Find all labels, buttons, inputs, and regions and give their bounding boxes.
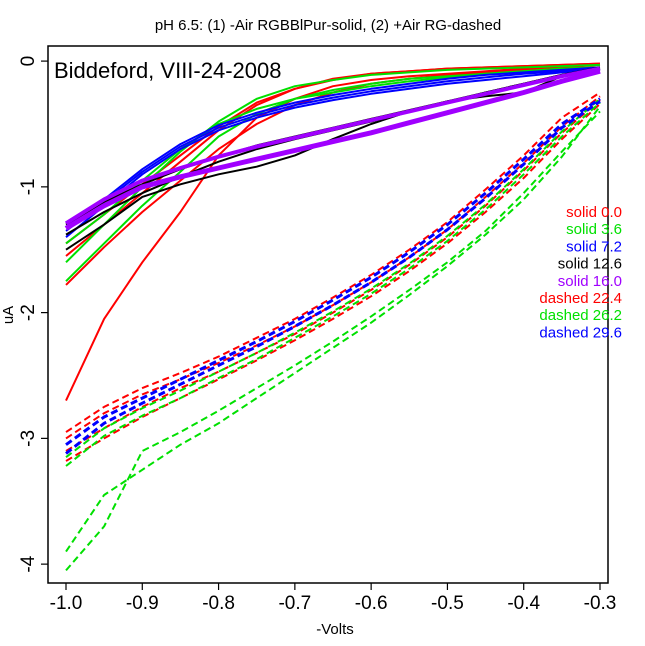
x-tick-label: -0.8 [202, 593, 235, 614]
legend-entry: dashed 26.2 [539, 307, 622, 324]
series-line-8 [65, 68, 601, 238]
x-axis-label: -Volts [316, 621, 354, 638]
x-tick-label: -0.6 [355, 593, 388, 614]
x-tick-label: -1.0 [50, 593, 83, 614]
series-line-20 [65, 110, 601, 572]
x-tick-label: -0.3 [584, 593, 617, 614]
y-tick-label: -4 [18, 555, 39, 572]
series-line-16 [65, 91, 601, 433]
series-line-18 [65, 99, 601, 452]
y-tick-label: -1 [18, 178, 39, 195]
y-axis-label: uA [0, 306, 17, 324]
series-line-21 [65, 105, 601, 553]
series-line-24 [65, 100, 601, 455]
legend-entry: solid 0.0 [566, 204, 622, 221]
series-line-25 [65, 97, 601, 446]
legend-entry: dashed 22.4 [539, 290, 622, 307]
plot-frame [47, 45, 609, 584]
x-tick-label: -0.9 [126, 593, 159, 614]
x-tick-label: -0.5 [431, 593, 464, 614]
series-line-10 [65, 66, 601, 228]
series-line-17 [65, 95, 601, 440]
series-line-9 [65, 67, 601, 232]
legend-entry: solid 12.6 [558, 256, 622, 273]
x-tick-label: -0.7 [278, 593, 311, 614]
series-line-1 [65, 63, 601, 402]
series-line-7 [65, 66, 601, 245]
y-tick-label: -3 [18, 430, 39, 447]
series-group [64, 62, 601, 572]
location-annotation: Biddeford, VIII-24-2008 [54, 58, 281, 83]
series-line-14 [64, 68, 601, 231]
legend-entry: solid 7.2 [566, 238, 622, 255]
legend-entry: solid 16.0 [558, 273, 622, 290]
y-axis: -4 -3 -2 -1 0 [18, 56, 48, 573]
x-tick-label: -0.4 [507, 593, 540, 614]
legend-entry: solid 3.6 [566, 221, 622, 238]
y-tick-label: 0 [18, 56, 39, 67]
x-axis: -1.0 -0.9 -0.8 -0.7 -0.6 -0.5 -0.4 -0.3 [50, 583, 617, 614]
legend-entry: dashed 29.6 [539, 324, 622, 341]
chart-title: pH 6.5: (1) -Air RGBBlPur-solid, (2) +Ai… [155, 17, 501, 34]
y-tick-label: -2 [18, 304, 39, 321]
series-line-22 [65, 101, 601, 467]
series-line-23 [65, 98, 601, 458]
series-line-15 [64, 66, 601, 225]
